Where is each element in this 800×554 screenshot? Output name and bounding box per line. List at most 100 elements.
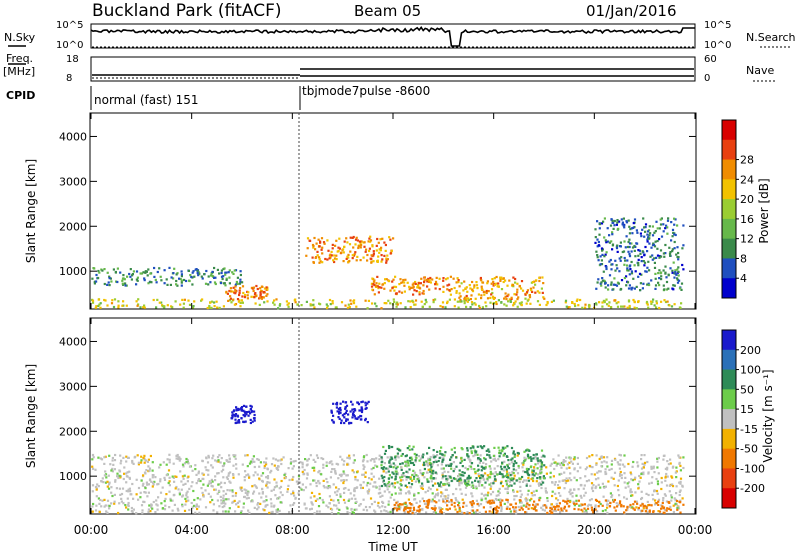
power-cell bbox=[645, 300, 649, 304]
velocity-cell bbox=[538, 484, 541, 487]
velocity-cell bbox=[244, 491, 247, 494]
velocity-cell bbox=[237, 420, 240, 423]
velocity-cell bbox=[638, 480, 641, 483]
power-cell bbox=[320, 248, 323, 251]
power-cell bbox=[485, 305, 488, 308]
velocity-cell bbox=[499, 465, 503, 468]
velocity-cell bbox=[387, 484, 390, 487]
power-cell bbox=[525, 302, 528, 305]
velocity-cell bbox=[584, 468, 587, 471]
velocity-cell bbox=[378, 477, 381, 480]
power-cell bbox=[379, 249, 382, 252]
power-cell bbox=[155, 281, 158, 284]
velocity-cell bbox=[463, 458, 466, 461]
power-cell bbox=[627, 240, 630, 244]
velocity-cell bbox=[443, 454, 446, 457]
velocity-cell bbox=[384, 449, 387, 452]
velocity-cell bbox=[345, 479, 348, 482]
velocity-cell bbox=[639, 476, 642, 479]
velocity-cell bbox=[442, 456, 445, 459]
velocity-cell bbox=[276, 497, 279, 500]
velocity-cell bbox=[540, 461, 544, 464]
power-cell bbox=[323, 242, 326, 245]
power-cell bbox=[117, 306, 120, 309]
power-cell bbox=[381, 258, 384, 261]
velocity-cell bbox=[129, 490, 132, 493]
velocity-cell bbox=[617, 463, 620, 466]
velocity-cell bbox=[552, 505, 555, 508]
velocity-cell bbox=[390, 456, 393, 459]
velocity-cell bbox=[353, 494, 356, 497]
velocity-cell bbox=[373, 481, 376, 484]
velocity-cell bbox=[656, 460, 659, 463]
power-cell bbox=[337, 246, 340, 249]
velocity-cell bbox=[596, 471, 599, 474]
velocity-cell bbox=[291, 478, 294, 481]
velocity-cell bbox=[416, 478, 419, 481]
velocity-cell bbox=[443, 482, 446, 486]
power-cell bbox=[541, 276, 544, 279]
velocity-cell bbox=[368, 477, 371, 480]
power-cell bbox=[374, 302, 377, 305]
velocity-cell bbox=[626, 506, 629, 509]
velocity-cell bbox=[219, 461, 222, 464]
velocity-cell bbox=[447, 470, 450, 474]
velocity-cell bbox=[661, 501, 664, 505]
velocity-cell bbox=[463, 471, 466, 474]
velocity-cell bbox=[637, 506, 640, 510]
velocity-cell bbox=[519, 495, 522, 499]
velocity-cell bbox=[441, 453, 444, 456]
velocity-cell bbox=[197, 479, 200, 482]
velocity-cell bbox=[265, 484, 268, 487]
velocity-cell bbox=[457, 504, 460, 507]
power-cell bbox=[564, 301, 567, 304]
velocity-cell bbox=[316, 456, 320, 459]
power-cell bbox=[602, 270, 605, 273]
velocity-cell bbox=[336, 490, 339, 493]
power-cell bbox=[520, 304, 523, 307]
velocity-cell bbox=[317, 505, 321, 508]
velocity-cell bbox=[106, 511, 109, 514]
power-cell bbox=[668, 304, 671, 307]
velocity-cell bbox=[507, 485, 511, 488]
power-cell bbox=[155, 306, 158, 309]
velocity-cell bbox=[434, 511, 437, 514]
velocity-cell bbox=[297, 480, 300, 483]
power-cell bbox=[626, 269, 629, 272]
velocity-cell bbox=[564, 500, 567, 503]
power-cell bbox=[637, 258, 640, 261]
velocity-cell bbox=[442, 483, 445, 486]
power-cell bbox=[504, 295, 507, 298]
power-cell bbox=[423, 303, 426, 306]
power-cell bbox=[381, 283, 385, 286]
power-cell bbox=[596, 220, 599, 223]
velocity-cell bbox=[231, 417, 234, 420]
velocity-cell bbox=[452, 461, 455, 464]
power-cell bbox=[471, 288, 474, 291]
velocity-cell bbox=[453, 446, 456, 450]
velocity-cell bbox=[453, 501, 456, 505]
power-cell bbox=[375, 284, 378, 287]
velocity-cell bbox=[135, 512, 138, 515]
power-cell bbox=[422, 292, 425, 295]
power-cell bbox=[492, 284, 495, 287]
power-cell bbox=[263, 287, 267, 290]
power-cell bbox=[239, 278, 242, 281]
velocity-cell bbox=[257, 506, 260, 509]
velocity-cell bbox=[155, 499, 158, 502]
velocity-cell bbox=[535, 453, 538, 456]
velocity-cell bbox=[221, 505, 224, 509]
velocity-cell bbox=[364, 471, 367, 474]
velocity-cell bbox=[450, 503, 453, 506]
velocity-cell bbox=[524, 498, 527, 501]
velocity-cell bbox=[245, 405, 248, 408]
velocity-cell bbox=[399, 462, 402, 466]
velocity-cell bbox=[533, 466, 536, 469]
velocity-cell bbox=[509, 510, 512, 513]
power-cell bbox=[644, 223, 648, 226]
velocity-cell bbox=[580, 496, 583, 499]
velocity-cell bbox=[565, 480, 568, 483]
velocity-cell bbox=[537, 459, 540, 462]
power-cell bbox=[608, 234, 611, 237]
velocity-cell bbox=[515, 509, 518, 512]
